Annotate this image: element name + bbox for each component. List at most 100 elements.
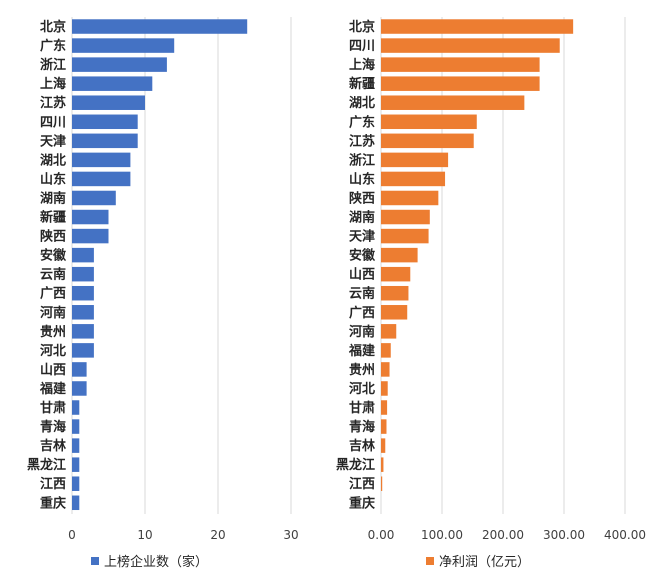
right-bar-12: [381, 247, 418, 263]
right-category-label-12: 安徽: [349, 248, 376, 264]
right-legend-swatch: [426, 557, 434, 565]
right-category-label-11: 天津: [349, 229, 375, 245]
left-bar-20: [72, 400, 80, 415]
left-bar-16: [72, 324, 94, 339]
left-bar-8: [72, 171, 131, 187]
left-category-label-22: 吉林: [40, 438, 66, 454]
left-category-label-14: 广西: [40, 286, 66, 302]
left-category-label-12: 安徽: [40, 248, 67, 264]
left-category-label-11: 陕西: [40, 229, 66, 245]
right-category-label-14: 云南: [349, 286, 375, 302]
right-category-label-21: 青海: [349, 419, 375, 435]
right-bar-7: [381, 152, 449, 168]
left-bar-15: [72, 305, 94, 320]
left-category-label-19: 福建: [39, 381, 66, 397]
right-category-label-18: 贵州: [349, 362, 375, 378]
right-bar-2: [381, 57, 540, 72]
right-bar-6: [381, 133, 474, 149]
left-category-label-23: 黑龙江: [27, 457, 66, 473]
left-bar-23: [72, 457, 80, 472]
left-bar-6: [72, 133, 138, 149]
left-bar-2: [72, 57, 167, 72]
left-bar-19: [72, 381, 87, 396]
left-bar-17: [72, 343, 94, 358]
right-tick-label-1: 100.00: [421, 528, 463, 542]
right-bar-14: [381, 285, 409, 301]
left-category-label-5: 四川: [40, 115, 66, 130]
left-category-label-3: 上海: [40, 76, 66, 92]
right-bar-21: [381, 419, 387, 434]
left-bar-1: [72, 38, 175, 53]
left-category-label-24: 江西: [40, 476, 66, 492]
left-category-label-0: 北京: [40, 19, 66, 35]
right-category-label-10: 湖南: [349, 210, 375, 226]
right-tick-label-2: 200.00: [482, 528, 524, 542]
left-bar-12: [72, 247, 94, 263]
right-category-label-3: 新疆: [349, 76, 375, 92]
right-bar-9: [381, 190, 439, 206]
left-bar-0: [72, 19, 248, 34]
left-category-label-16: 贵州: [40, 324, 66, 340]
right-category-label-5: 广东: [349, 114, 375, 130]
left-category-label-7: 湖北: [40, 153, 66, 168]
right-bar-13: [381, 266, 411, 282]
right-category-label-22: 吉林: [349, 438, 375, 454]
right-legend-label: 净利润（亿元）: [439, 555, 530, 570]
left-category-label-13: 云南: [40, 267, 66, 283]
right-bar-17: [381, 343, 391, 358]
left-category-label-6: 天津: [40, 133, 66, 149]
right-category-label-25: 重庆: [349, 495, 375, 511]
right-tick-label-0: 0.00: [368, 528, 395, 542]
left-bar-21: [72, 419, 80, 434]
left-legend-swatch: [91, 557, 99, 565]
left-category-label-8: 山东: [40, 171, 66, 187]
left-bar-22: [72, 438, 80, 453]
right-bar-16: [381, 324, 397, 339]
left-category-label-17: 河北: [40, 343, 66, 359]
left-bar-5: [72, 114, 138, 130]
right-tick-label-4: 400.00: [604, 528, 646, 542]
right-bar-0: [381, 19, 574, 34]
right-bar-24: [381, 476, 383, 491]
right-bar-20: [381, 400, 388, 415]
right-bar-5: [381, 114, 477, 130]
right-category-label-0: 北京: [349, 19, 375, 35]
left-tick-label-1: 10: [137, 528, 152, 542]
right-bar-22: [381, 438, 386, 453]
left-bar-10: [72, 209, 109, 225]
right-bar-19: [381, 381, 388, 396]
left-legend-label: 上榜企业数（家）: [104, 554, 208, 570]
right-category-label-6: 江苏: [349, 133, 375, 149]
right-category-label-15: 广西: [349, 305, 375, 321]
left-tick-label-2: 20: [210, 528, 225, 542]
right-category-label-20: 甘肃: [349, 400, 375, 416]
right-category-label-9: 陕西: [349, 190, 375, 206]
left-bar-7: [72, 152, 131, 168]
left-bar-4: [72, 95, 145, 110]
right-category-label-24: 江西: [349, 476, 375, 492]
left-category-label-15: 河南: [40, 305, 66, 321]
left-bar-25: [72, 495, 80, 511]
right-bar-11: [381, 228, 429, 244]
right-category-label-2: 上海: [349, 57, 375, 73]
right-bar-18: [381, 362, 390, 377]
right-category-label-1: 四川: [349, 39, 375, 54]
left-bar-14: [72, 285, 94, 301]
left-bar-3: [72, 76, 153, 91]
right-category-label-13: 山西: [349, 267, 375, 283]
right-bar-10: [381, 209, 430, 225]
left-category-label-25: 重庆: [40, 495, 66, 511]
left-category-label-20: 甘肃: [40, 400, 66, 416]
right-category-label-8: 山东: [349, 171, 375, 187]
left-tick-label-3: 30: [283, 528, 298, 542]
left-bar-18: [72, 362, 87, 377]
left-bar-11: [72, 228, 109, 244]
right-bar-15: [381, 305, 408, 320]
left-category-label-2: 浙江: [40, 57, 66, 73]
left-bar-9: [72, 190, 116, 206]
right-category-label-19: 河北: [349, 381, 375, 397]
right-bar-1: [381, 38, 560, 53]
right-bar-3: [381, 76, 540, 91]
right-category-label-7: 浙江: [349, 152, 375, 168]
